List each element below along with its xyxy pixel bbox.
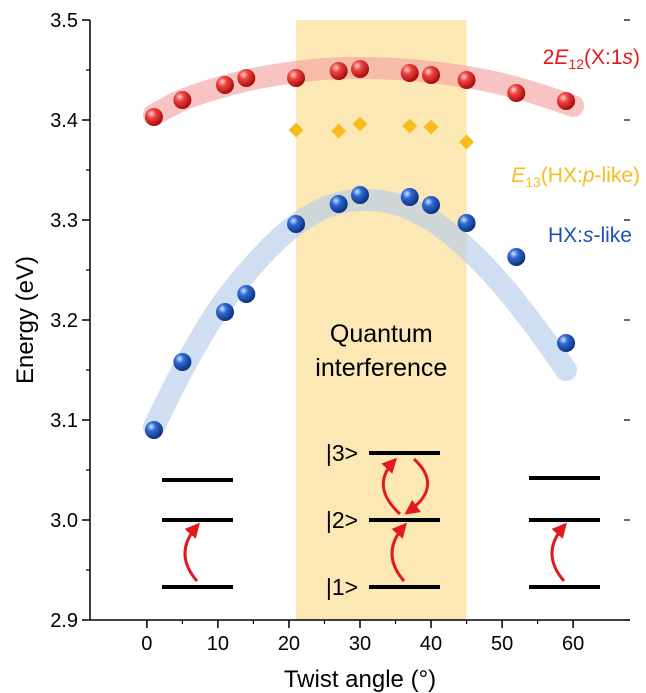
y-tick-label-4: 3.3	[50, 210, 78, 232]
sphere-point-0-8	[422, 66, 441, 84]
sphere-point-0-9	[457, 71, 476, 89]
sphere-point-2-11	[557, 334, 576, 352]
band-annotation-line-2: interference	[315, 354, 447, 382]
sphere-point-2-9	[457, 214, 476, 232]
sphere-point-0-7	[400, 64, 419, 82]
series-label-2-part-0: HX:	[548, 224, 583, 247]
sphere-point-2-10	[507, 248, 526, 266]
state-label-1: |1>	[326, 574, 358, 600]
sphere-point-0-4	[287, 69, 306, 87]
sphere-point-2-8	[422, 196, 441, 214]
y-tick-label-2: 3.1	[50, 410, 78, 432]
sphere-point-2-5	[329, 195, 348, 213]
sphere-point-2-2	[216, 303, 234, 321]
data-points-layer	[144, 60, 576, 439]
sphere-point-0-0	[144, 108, 163, 126]
coupling-arrow-down	[404, 457, 430, 515]
sphere-point-0-11	[557, 92, 576, 110]
series-label-1-part-3: p	[582, 164, 595, 187]
sphere-point-0-1	[173, 91, 192, 109]
series-label-0-part-1: E	[554, 46, 569, 69]
sphere-point-2-1	[173, 353, 192, 371]
series-label-0-part-3: (X:1	[584, 46, 623, 69]
series-label-1: E13(HX:p-like)	[511, 164, 640, 190]
state-label-3: |3>	[326, 440, 358, 466]
axes-layer: 0 10 20 30 40 50 60 2.9 3.0 3.1 3.2 3.3 3.4 3.5	[50, 10, 630, 655]
sphere-point-2-4	[287, 215, 306, 233]
series-label-0-part-5: )	[633, 46, 640, 69]
diamond-point-1-3	[402, 118, 418, 134]
y-tick-label-0: 2.9	[50, 610, 78, 632]
sphere-point-0-3	[237, 69, 256, 87]
diamond-point-1-4	[423, 119, 439, 135]
sphere-point-0-10	[507, 84, 526, 102]
diamond-point-1-2	[352, 116, 368, 132]
sphere-point-0-6	[351, 60, 369, 78]
y-tick-label-6: 3.5	[50, 10, 78, 32]
sphere-point-2-0	[144, 421, 163, 439]
sphere-point-0-5	[329, 62, 348, 80]
sphere-point-0-2	[216, 76, 234, 94]
energy-level-diagrams: |3> |2> |1>	[162, 440, 600, 600]
series-label-1-part-1: 13	[525, 174, 541, 190]
y-tick-label-3: 3.2	[50, 310, 78, 332]
x-tick-label-20: 20	[278, 633, 300, 655]
x-axis-title: Twist angle (°)	[284, 666, 436, 693]
series-label-2-part-2: -like	[593, 224, 632, 247]
y-tick-label-1: 3.0	[50, 510, 78, 532]
series-label-2: HX:s-like	[548, 224, 632, 247]
diamond-point-1-5	[459, 134, 475, 150]
x-tick-label-50: 50	[491, 633, 513, 655]
series-label-0-part-0: 2	[543, 46, 555, 69]
sphere-point-2-6	[351, 186, 369, 204]
transition-arrow-3	[550, 522, 567, 582]
series-label-0-part-2: 12	[568, 56, 584, 72]
transition-arrow-1	[183, 522, 200, 582]
y-tick-label-5: 3.4	[50, 110, 78, 132]
x-tick-label-60: 60	[562, 633, 584, 655]
coupling-arrow-up	[381, 457, 402, 516]
diamond-point-1-1	[331, 123, 347, 139]
x-tick-label-30: 30	[349, 633, 371, 655]
series-label-0-part-4: s	[623, 46, 634, 69]
series-labels-layer: 2E12(X:1s)E13(HX:p-like)HX:s-like	[511, 46, 640, 247]
diamond-point-1-0	[288, 122, 304, 138]
series-label-1-part-0: E	[511, 164, 526, 187]
series-label-1-part-2: (HX:	[541, 164, 583, 187]
state-label-2: |2>	[326, 507, 358, 533]
series-label-1-part-4: -like)	[595, 164, 641, 187]
y-axis-title: Energy (eV)	[12, 256, 39, 384]
transition-arrow-2	[390, 522, 407, 582]
band-annotation-line-1: Quantum	[330, 320, 433, 348]
x-tick-label-10: 10	[207, 633, 229, 655]
sphere-point-2-7	[400, 188, 419, 206]
sphere-point-2-3	[237, 285, 256, 303]
series-label-0: 2E12(X:1s)	[543, 46, 640, 72]
x-tick-label-40: 40	[420, 633, 442, 655]
series-label-2-part-1: s	[583, 224, 594, 247]
x-tick-label-0: 0	[141, 633, 152, 655]
